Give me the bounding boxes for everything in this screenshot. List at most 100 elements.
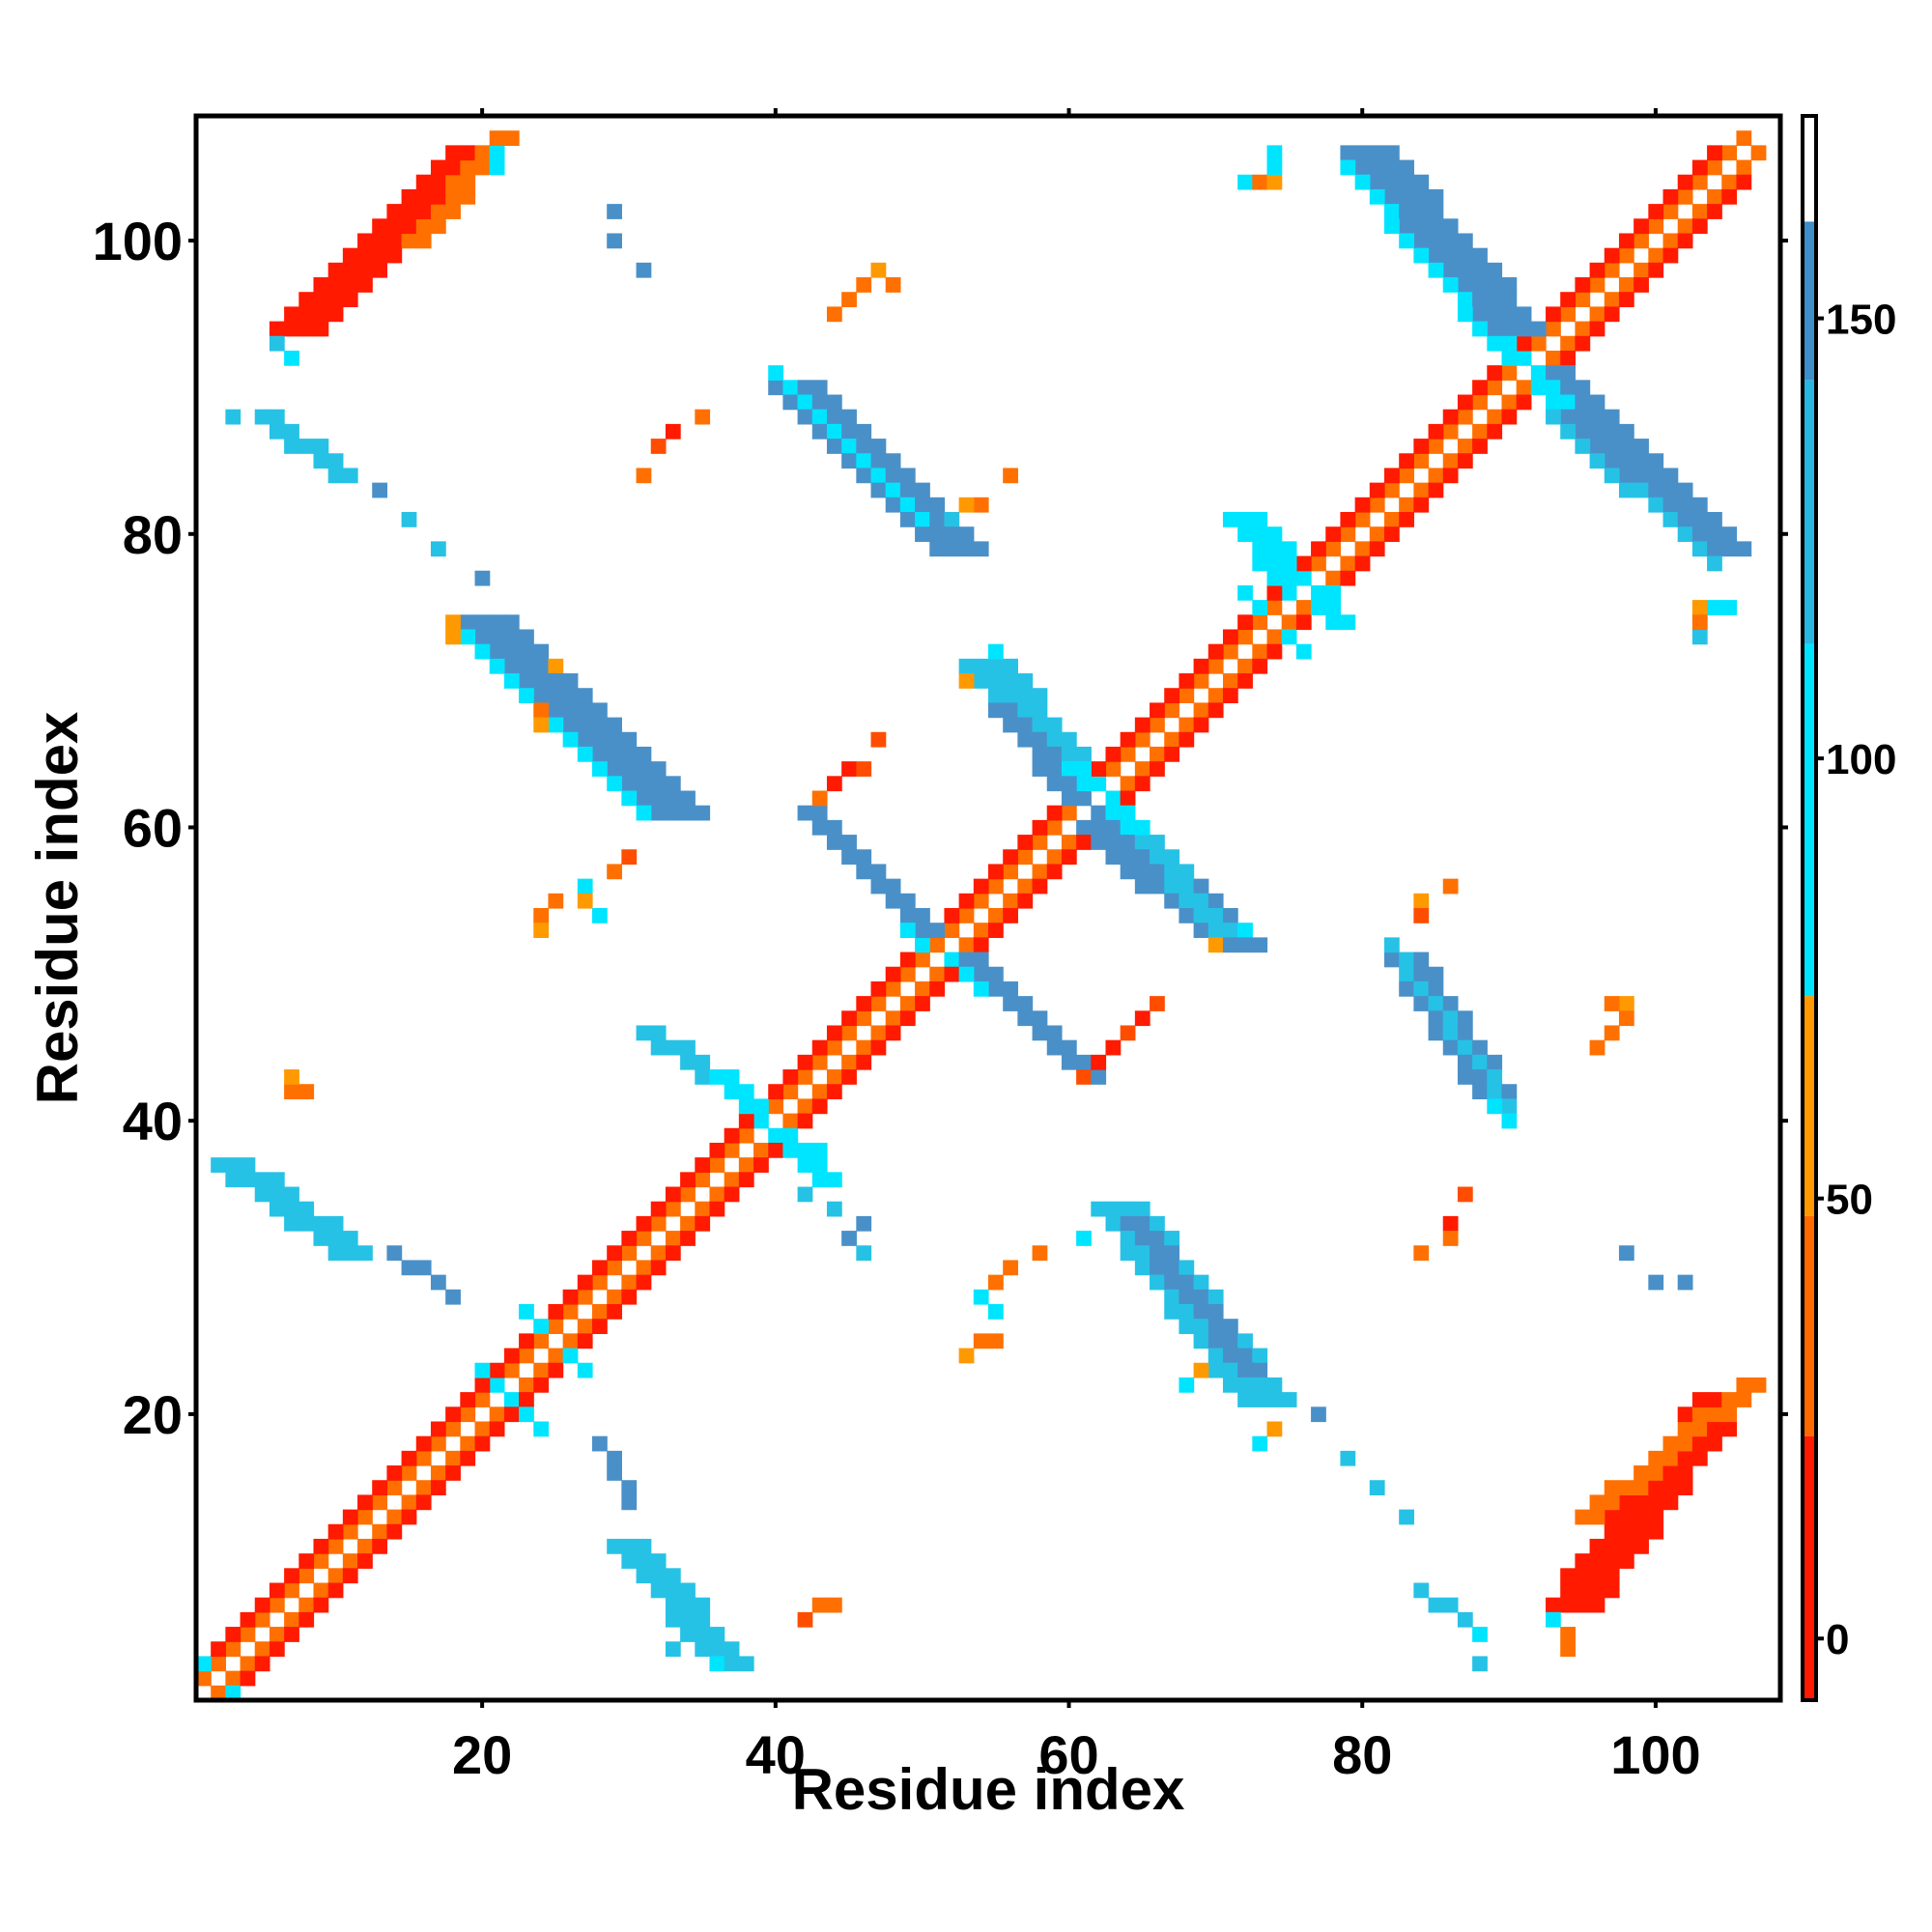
heatmap-cell — [885, 980, 901, 997]
heatmap-cell — [988, 658, 1004, 674]
heatmap-cell — [460, 145, 476, 161]
y-tick-label: 100 — [93, 211, 183, 271]
heatmap-cell — [826, 1172, 842, 1188]
heatmap-cell — [342, 1523, 358, 1540]
heatmap-cell — [1428, 980, 1444, 997]
heatmap-cell — [1017, 673, 1034, 689]
heatmap-cell — [445, 1421, 461, 1437]
heatmap-cell — [1618, 247, 1634, 264]
heatmap-cell — [621, 1480, 638, 1496]
heatmap-cell — [342, 262, 358, 278]
heatmap-cell — [1017, 702, 1034, 719]
heatmap-cell — [1413, 952, 1430, 968]
heatmap-cell — [1179, 1260, 1195, 1276]
heatmap-cell — [386, 1465, 403, 1481]
heatmap-cell — [915, 497, 930, 513]
heatmap-cell — [1472, 321, 1488, 337]
heatmap-cell — [1384, 512, 1400, 527]
heatmap-cell — [254, 1656, 270, 1672]
heatmap-cell — [944, 952, 960, 968]
heatmap-cell — [870, 996, 887, 1011]
colorbar-tick-label: 0 — [1826, 1616, 1849, 1663]
heatmap-cell — [240, 1611, 256, 1628]
heatmap-cell — [577, 717, 593, 733]
heatmap-cell — [1546, 380, 1561, 396]
heatmap-cell — [401, 204, 417, 219]
heatmap-cell — [1399, 966, 1414, 982]
heatmap-cell — [915, 980, 930, 997]
heatmap-cell — [1266, 600, 1283, 615]
heatmap-cell — [1003, 658, 1018, 674]
heatmap-cell — [460, 159, 476, 176]
heatmap-cell — [1164, 1231, 1180, 1246]
heatmap-cell — [797, 1113, 813, 1129]
heatmap-cell — [592, 746, 608, 762]
heatmap-cell — [958, 893, 975, 909]
heatmap-cell — [1017, 849, 1034, 866]
heatmap-cell — [621, 746, 638, 762]
heatmap-cell — [1413, 204, 1430, 219]
heatmap-cell — [1281, 541, 1297, 557]
heatmap-cell — [1530, 380, 1547, 396]
heatmap-cell — [1295, 555, 1312, 572]
heatmap-cell — [519, 658, 534, 674]
heatmap-cell — [621, 731, 638, 748]
heatmap-cell — [1604, 292, 1620, 308]
heatmap-cell — [1691, 1450, 1708, 1466]
heatmap-cell — [607, 731, 622, 748]
heatmap-cell — [1266, 1377, 1283, 1393]
heatmap-cell — [1691, 1421, 1708, 1437]
heatmap-cell — [856, 1039, 872, 1056]
heatmap-cell — [1179, 1319, 1195, 1334]
heatmap-cell — [1032, 1010, 1048, 1027]
heatmap-cell — [592, 1260, 608, 1276]
heatmap-cell — [1120, 835, 1136, 850]
heatmap-cell — [1237, 658, 1253, 674]
heatmap-cell — [1384, 174, 1400, 190]
heatmap-cell — [1413, 980, 1430, 997]
heatmap-cell — [196, 1670, 212, 1687]
heatmap-cell — [1516, 380, 1532, 396]
heatmap-cell — [577, 746, 593, 762]
heatmap-cell — [1120, 864, 1136, 880]
heatmap-cell — [826, 1084, 842, 1100]
heatmap-cell — [1516, 350, 1532, 366]
heatmap-cell — [401, 1494, 417, 1511]
heatmap-cell — [885, 893, 901, 909]
heatmap-cell — [1266, 570, 1283, 586]
heatmap-cell — [1105, 1215, 1122, 1232]
heatmap-cell — [1032, 835, 1048, 850]
heatmap-cell — [1076, 819, 1092, 836]
heatmap-cell — [607, 1304, 622, 1320]
heatmap-cell — [298, 292, 315, 308]
heatmap-cell — [1589, 1509, 1605, 1525]
heatmap-cell — [885, 453, 901, 469]
heatmap-cell — [401, 512, 417, 527]
heatmap-cell — [445, 204, 461, 219]
heatmap-cell — [342, 292, 358, 308]
heatmap-cell — [1677, 1465, 1693, 1481]
heatmap-cell — [1530, 365, 1547, 381]
heatmap-cell — [636, 1274, 652, 1291]
heatmap-cell — [460, 188, 476, 205]
heatmap-cell — [1120, 776, 1136, 792]
heatmap-cell — [1046, 849, 1063, 866]
heatmap-cell — [1589, 423, 1605, 440]
heatmap-cell — [636, 1215, 652, 1232]
heatmap-cell — [1634, 439, 1649, 454]
heatmap-cell — [826, 423, 842, 440]
heatmap-cell — [621, 1231, 638, 1246]
heatmap-cell — [284, 1186, 299, 1203]
heatmap-cell — [1295, 614, 1312, 631]
heatmap-cell — [1634, 1538, 1649, 1554]
heatmap-cell — [1604, 453, 1620, 469]
heatmap-cell — [1003, 702, 1018, 719]
heatmap-cell — [650, 1245, 667, 1262]
heatmap-cell — [1589, 1553, 1605, 1569]
heatmap-cell — [269, 423, 285, 440]
heatmap-cell — [1457, 292, 1473, 308]
heatmap-cell — [577, 1333, 593, 1350]
heatmap-cell — [1252, 658, 1268, 674]
heatmap-cell — [1222, 923, 1238, 938]
heatmap-cell — [826, 1069, 842, 1085]
